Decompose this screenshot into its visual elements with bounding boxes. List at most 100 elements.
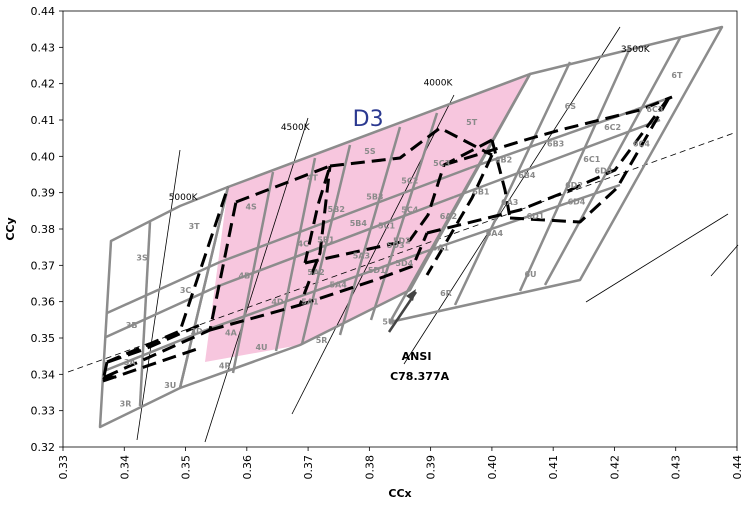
bin-labels: 3S 3T 3B 3C 3A 3D 3R 3U 4S 4T 4B 4C 4A 4D 4R 4U 5B2 5B1 5B… (120, 71, 683, 408)
bin-label: 4R (219, 361, 231, 370)
bin-label: 3B (126, 321, 138, 330)
cct-label: 3500K (621, 45, 651, 55)
bin-label: 5B1 (317, 236, 335, 245)
bin-label: 5C3 (433, 159, 450, 168)
bin-label: 4U (255, 343, 267, 352)
x-tick-label: 0.36 (241, 455, 254, 480)
bin-label: 6D1 (527, 212, 545, 221)
x-tick-label: 0.42 (608, 455, 621, 480)
bin-label: 5T (466, 118, 478, 127)
bin-label: 3D (190, 327, 203, 336)
bin-label: 5R (316, 336, 328, 345)
bin-label: 5D2 (393, 236, 411, 245)
x-tick-label: 0.33 (57, 455, 70, 480)
bin-label: 5B2 (328, 205, 345, 214)
bin-label: 6C2 (604, 123, 621, 132)
x-tick-label: 0.44 (731, 455, 744, 480)
y-tick-label: 0.33 (31, 405, 56, 418)
ref-line-b (710, 244, 739, 277)
x-tick-label: 0.39 (425, 455, 438, 480)
bin-label: 5D1 (368, 266, 386, 275)
cct-line-3500k (403, 26, 621, 365)
bin-label: 6U (524, 270, 536, 279)
ansi-label: ANSI (402, 350, 432, 363)
bin-label: 6A4 (486, 229, 504, 238)
bin-label: 6B4 (518, 171, 536, 180)
y-tick-label: 0.40 (31, 150, 56, 163)
annotations: D3 ANSI C78.377A (353, 107, 450, 383)
bin-label: 6C1 (583, 155, 600, 164)
y-tick-label: 0.36 (31, 296, 56, 309)
bin-label: 4C (297, 240, 309, 249)
cct-label: 5000K (169, 193, 199, 203)
y-tick-label: 0.34 (31, 368, 56, 381)
bin-label: 6B3 (547, 140, 564, 149)
bin-label: 5D3 (387, 241, 405, 250)
d3-label: D3 (353, 107, 384, 132)
y-tick-label: 0.41 (31, 114, 56, 127)
bin-label: 6D2 (565, 181, 583, 190)
planckian-dashed (67, 132, 735, 373)
ansi-quadrangles (101, 95, 673, 383)
bin-label: 6T (671, 71, 683, 80)
cct-line-4500k (204, 117, 309, 443)
y-tick-label: 0.39 (31, 187, 56, 200)
bin-label: 5B4 (350, 219, 368, 228)
bin-outline-4-5 (178, 72, 532, 390)
x-axis: 0.33 0.34 0.35 0.36 0.37 0.38 0.39 0.40 0.41 0.42… (57, 447, 744, 480)
cct-line-5000k (136, 149, 181, 441)
x-tick-label: 0.35 (180, 455, 193, 480)
ansi-label: C78.377A (390, 370, 450, 383)
bin-label: 6B1 (472, 188, 490, 197)
bin-label: 4T (307, 173, 319, 182)
bin-label: 3R (120, 399, 132, 408)
bin-label: 6R (440, 289, 452, 298)
bin-label: 5C4 (401, 205, 418, 214)
ansi-pointer (387, 289, 418, 333)
x-tick-label: 0.38 (363, 455, 376, 480)
bin-label: 5C1 (378, 221, 395, 230)
x-tick-label: 0.43 (670, 455, 683, 480)
bin-label: 5A4 (329, 281, 347, 290)
cct-label: 4000K (424, 79, 454, 89)
y-axis-title: CCy (4, 217, 17, 240)
bin-label: 6D3 (595, 167, 613, 176)
y-tick-label: 0.37 (31, 259, 56, 272)
bin-label: 6S (565, 102, 577, 111)
bin-label: 4A (225, 329, 238, 338)
bin-label: 3A (124, 358, 137, 367)
d3-region (205, 74, 530, 362)
cct-labels: 5000K 4500K 4000K 3500K (169, 45, 651, 203)
y-tick-label: 0.38 (31, 223, 56, 236)
y-tick-label: 0.42 (31, 78, 56, 91)
bin-grid (98, 25, 724, 429)
bin-label: 6D4 (568, 197, 586, 206)
bin-label: 6A2 (440, 212, 457, 221)
y-tick-label: 0.44 (31, 5, 56, 18)
bin-label: 6A1 (432, 244, 450, 253)
bin-label: 5S (364, 147, 376, 156)
x-tick-label: 0.34 (118, 455, 131, 480)
cct-label: 4500K (281, 123, 311, 133)
bin-label: 4D (271, 298, 284, 307)
bin-label: 5C2 (401, 177, 418, 186)
bin-label: 5D4 (395, 259, 413, 268)
bin-label: 4S (245, 202, 257, 211)
x-axis-title: CCx (388, 487, 411, 500)
bin-label: 3C (180, 286, 192, 295)
bin-label: 5U (382, 318, 394, 327)
x-tick-label: 0.37 (302, 455, 315, 480)
y-tick-label: 0.35 (31, 332, 56, 345)
ref-line-a (585, 213, 729, 303)
bin-label: 3U (164, 381, 176, 390)
bin-label: 5A2 (307, 268, 324, 277)
bin-label: 6C4 (633, 139, 650, 148)
x-tick-label: 0.40 (486, 455, 499, 480)
y-tick-label: 0.43 (31, 41, 56, 54)
bin-label: 6A3 (501, 198, 518, 207)
bin-label: 3S (136, 253, 148, 262)
bin-label: 4B (239, 272, 251, 281)
bin-label: 6B2 (495, 156, 512, 165)
y-tick-label: 0.32 (31, 441, 56, 454)
